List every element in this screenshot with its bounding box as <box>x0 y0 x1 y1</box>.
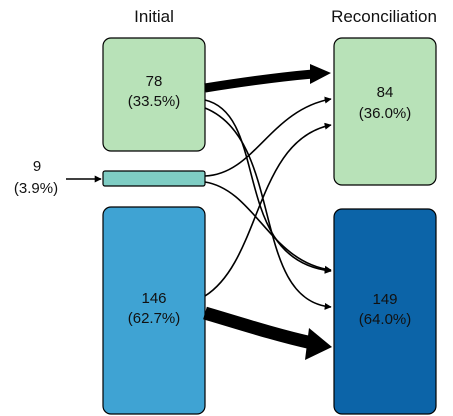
initial-bottom-count: 146 <box>141 290 166 307</box>
initial-top-percent: (33.5%) <box>128 93 181 110</box>
recon-bottom-percent: (64.0%) <box>359 311 412 328</box>
flow-bottom-to-bottom <box>203 306 314 350</box>
flow-small-to-top <box>204 96 332 177</box>
recon-bottom-count: 149 <box>372 291 397 308</box>
initial-small-count: 9 <box>33 158 41 175</box>
flow-top-to-bottom-a <box>204 99 332 274</box>
node-initial-top <box>102 37 206 152</box>
node-initial-small <box>102 170 206 187</box>
flow-top-to-bottom-b <box>204 107 332 310</box>
initial-small-percent: (3.9%) <box>14 180 58 197</box>
flow-small-to-bottom <box>204 181 332 273</box>
flow-top-to-top-arrowhead <box>310 64 331 84</box>
recon-top-count: 84 <box>377 84 394 101</box>
node-recon-top <box>333 37 437 186</box>
flow-bottom-to-bottom-arrowhead <box>305 328 332 360</box>
column-title-reconciliation: Reconciliation <box>331 7 437 26</box>
flow-bottom-to-top <box>204 122 332 297</box>
column-title-initial: Initial <box>134 7 174 26</box>
recon-top-percent: (36.0%) <box>359 105 412 122</box>
node-recon-bottom <box>333 208 437 415</box>
flow-top-to-top <box>204 69 314 93</box>
initial-top-count: 78 <box>146 73 163 90</box>
initial-bottom-percent: (62.7%) <box>128 310 181 327</box>
node-initial-bottom <box>102 206 206 415</box>
